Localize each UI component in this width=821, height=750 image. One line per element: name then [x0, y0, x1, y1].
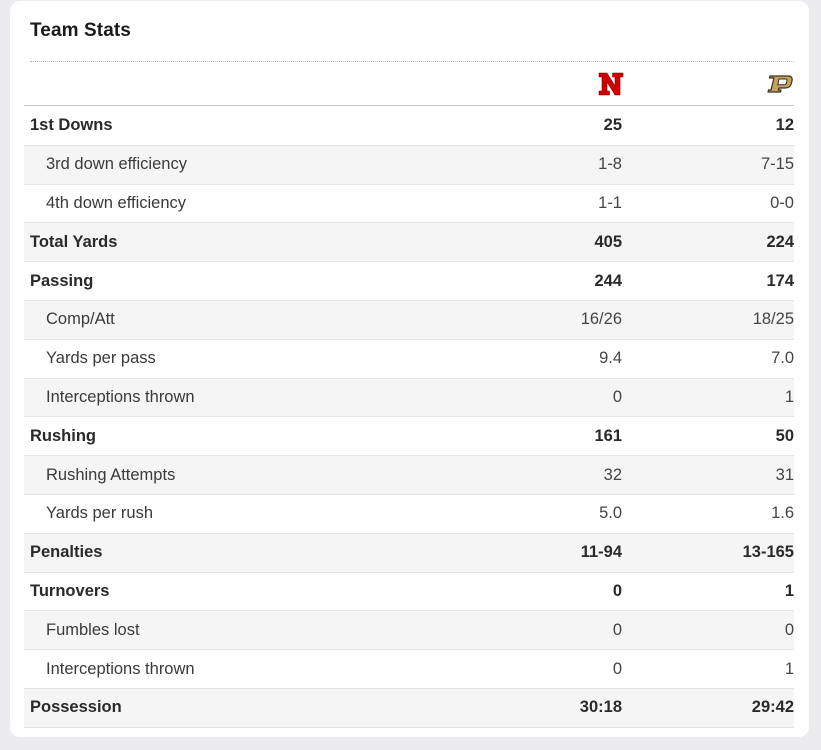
- stat-label: 1st Downs: [30, 116, 113, 135]
- stat-row: Turnovers 0 1: [24, 573, 794, 612]
- stat-row: Rushing Attempts 32 31: [24, 456, 794, 495]
- purdue-p-icon: [767, 75, 793, 93]
- stat-row: Penalties 11-94 13-165: [24, 533, 794, 573]
- stat-label: Rushing Attempts: [46, 465, 176, 484]
- stat-label: Yards per pass: [46, 349, 156, 368]
- stat-label: Passing: [30, 271, 94, 290]
- home-team-value: 16/26: [580, 310, 622, 329]
- stat-label: 3rd down efficiency: [46, 155, 187, 174]
- home-team-logo[interactable]: [598, 71, 624, 97]
- stat-row: Total Yards 405 224: [24, 223, 794, 263]
- home-team-value: 11-94: [580, 543, 622, 562]
- home-team-value: 244: [594, 271, 622, 290]
- away-team-value: 13-165: [742, 543, 794, 562]
- home-team-value: 0: [612, 581, 622, 600]
- stat-label: Interceptions thrown: [46, 659, 195, 678]
- stat-label: Turnovers: [30, 581, 110, 600]
- away-team-value: 7.0: [771, 349, 794, 368]
- away-team-value: 1: [784, 659, 794, 678]
- stat-row: Yards per pass 9.4 7.0: [24, 340, 794, 379]
- nebraska-n-icon: [598, 72, 624, 96]
- stats-table: 1st Downs 25 12 3rd down efficiency 1-8 7-15 4…: [24, 107, 794, 728]
- stat-label: Interceptions thrown: [46, 387, 195, 406]
- away-team-value: 1: [784, 581, 794, 600]
- away-team-value: 174: [766, 271, 794, 290]
- home-team-value: 0: [612, 387, 622, 406]
- stat-row: 3rd down efficiency 1-8 7-15: [24, 145, 794, 185]
- stat-row: Fumbles lost 0 0: [24, 611, 794, 651]
- home-team-value: 0: [612, 620, 622, 639]
- stat-label: 4th down efficiency: [46, 193, 187, 212]
- home-team-value: 1-1: [598, 193, 622, 212]
- away-team-value: 50: [775, 426, 794, 445]
- stat-row: 1st Downs 25 12: [24, 107, 794, 146]
- stat-row: Rushing 161 50: [24, 417, 794, 457]
- stat-row: Yards per rush 5.0 1.6: [24, 495, 794, 534]
- stat-label: Penalties: [30, 543, 103, 562]
- away-team-value: 31: [775, 465, 794, 484]
- card-title: Team Stats: [30, 20, 131, 41]
- team-stats-card: Team Stats 1st Downs 25 12 3rd down efficie…: [10, 1, 809, 737]
- title-divider: [30, 61, 794, 62]
- stat-label: Total Yards: [30, 232, 118, 251]
- stat-row: Possession 30:18 29:42: [24, 688, 794, 728]
- away-team-value: 7-15: [760, 155, 794, 174]
- home-team-value: 25: [603, 116, 622, 135]
- stat-row: 4th down efficiency 1-1 0-0: [24, 185, 794, 224]
- home-team-value: 32: [603, 465, 622, 484]
- home-team-value: 5.0: [599, 504, 622, 523]
- away-team-value: 29:42: [751, 698, 794, 717]
- away-team-value: 18/25: [752, 310, 794, 329]
- away-team-value: 224: [766, 232, 794, 251]
- away-team-value: 0-0: [770, 193, 794, 212]
- stat-row: Interceptions thrown 0 1: [24, 378, 794, 418]
- away-team-value: 1.6: [771, 504, 794, 523]
- home-team-value: 0: [612, 659, 622, 678]
- away-team-logo[interactable]: [766, 71, 794, 97]
- stat-label: Possession: [30, 698, 122, 717]
- away-team-value: 1: [784, 387, 794, 406]
- stat-label: Fumbles lost: [46, 620, 140, 639]
- stat-label: Rushing: [30, 426, 96, 445]
- stat-label: Yards per rush: [46, 504, 153, 523]
- stat-row: Passing 244 174: [24, 262, 794, 301]
- home-team-value: 161: [594, 426, 622, 445]
- stat-label: Comp/Att: [46, 310, 115, 329]
- home-team-value: 9.4: [599, 349, 622, 368]
- team-logo-header: [24, 63, 794, 106]
- away-team-value: 0: [784, 620, 794, 639]
- away-team-value: 12: [775, 116, 794, 135]
- home-team-value: 1-8: [598, 155, 622, 174]
- home-team-value: 405: [594, 232, 622, 251]
- stat-row: Comp/Att 16/26 18/25: [24, 300, 794, 340]
- stat-row: Interceptions thrown 0 1: [24, 650, 794, 689]
- home-team-value: 30:18: [579, 698, 622, 717]
